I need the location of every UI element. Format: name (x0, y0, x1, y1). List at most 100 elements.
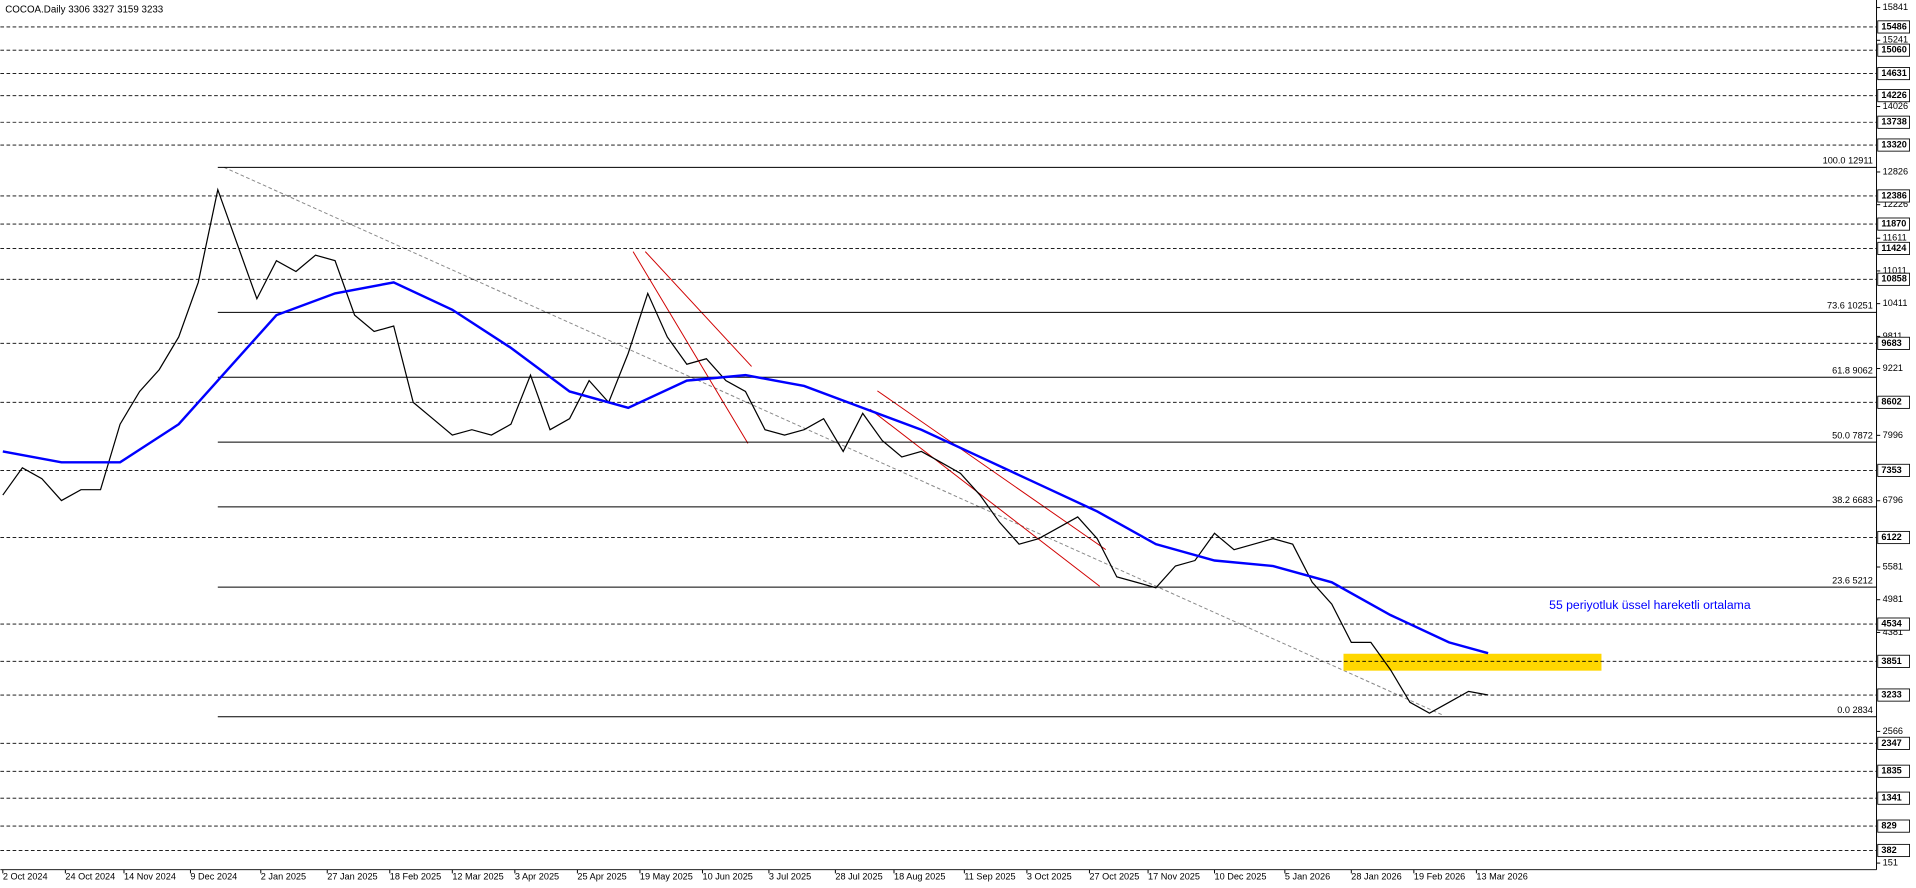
fib-label: 73.6 10251 (1827, 301, 1873, 311)
x-tick-label: 11 Sep 2025 (964, 871, 1015, 881)
y-tick-label: 15841 (1883, 2, 1908, 12)
level-label: 13320 (1881, 139, 1906, 149)
y-tick-label: 15241 (1883, 35, 1908, 45)
level-label: 4534 (1881, 619, 1902, 629)
x-tick-label: 28 Jul 2025 (835, 871, 882, 881)
x-tick-label: 2 Oct 2024 (3, 871, 48, 881)
level-label: 8602 (1881, 397, 1901, 407)
price-zone (1343, 653, 1602, 671)
level-label-box (1877, 791, 1910, 805)
level-label-box (1877, 20, 1910, 34)
fib-label: 38.2 6683 (1832, 495, 1873, 505)
level-label: 6122 (1881, 532, 1901, 542)
x-tick-label: 19 May 2025 (640, 871, 693, 881)
level-label-box (1877, 654, 1910, 668)
level-label-box (1877, 43, 1910, 57)
level-label-box (1877, 395, 1910, 409)
fib-label: 61.8 9062 (1832, 366, 1873, 376)
level-label-box (1877, 115, 1910, 129)
x-tick-label: 25 Apr 2025 (577, 871, 626, 881)
x-tick-label: 3 Oct 2025 (1027, 871, 1072, 881)
price-line (2, 187, 1489, 714)
y-tick-label: 7996 (1883, 430, 1903, 440)
level-label-box (1877, 138, 1910, 152)
level-label: 12386 (1881, 190, 1906, 200)
level-label: 11424 (1881, 243, 1907, 253)
level-label: 2347 (1881, 738, 1901, 748)
level-label: 13738 (1881, 117, 1906, 127)
y-tick-label: 2566 (1883, 726, 1903, 736)
channel-line (644, 251, 752, 367)
y-tick-label: 10411 (1883, 298, 1908, 308)
level-label-box (1877, 241, 1910, 255)
level-label: 14226 (1881, 90, 1906, 100)
level-label: 11870 (1881, 219, 1906, 229)
y-tick-label: 4981 (1883, 594, 1903, 604)
channel-line (869, 408, 1100, 587)
level-label-box (1877, 688, 1910, 702)
annotation: 55 periyotluk üssel hareketli ortalama (1549, 598, 1751, 612)
y-tick-label: 9811 (1883, 331, 1903, 341)
x-tick-label: 10 Jun 2025 (702, 871, 752, 881)
level-label-box (1877, 272, 1910, 286)
level-label-box (1877, 736, 1910, 750)
level-label: 14631 (1881, 68, 1906, 78)
level-label: 1835 (1881, 766, 1901, 776)
level-label-box (1877, 843, 1910, 858)
level-label: 3851 (1881, 656, 1901, 666)
channel-line (632, 251, 749, 444)
x-tick-label: 27 Jan 2025 (327, 871, 377, 881)
y-tick-label: 12226 (1883, 199, 1908, 209)
y-tick-label: 5581 (1883, 561, 1903, 571)
y-tick-label: 11611 (1883, 233, 1907, 243)
level-label: 9683 (1881, 338, 1901, 348)
x-tick-label: 2 Jan 2025 (261, 871, 306, 881)
level-label: 10858 (1881, 274, 1906, 284)
x-tick-label: 17 Nov 2025 (1148, 871, 1200, 881)
fib-label: 0.0 2834 (1837, 705, 1873, 715)
x-tick-label: 28 Jan 2026 (1351, 871, 1401, 881)
x-tick-label: 3 Jul 2025 (769, 871, 811, 881)
level-label-box (1877, 764, 1910, 778)
level-label: 829 (1881, 821, 1896, 831)
level-label-box (1877, 217, 1910, 231)
x-tick-label: 14 Nov 2024 (124, 871, 176, 881)
level-label: 382 (1881, 845, 1896, 855)
x-tick-label: 27 Oct 2025 (1089, 871, 1139, 881)
x-tick-label: 3 Apr 2025 (515, 871, 559, 881)
x-tick-label: 9 Dec 2024 (190, 871, 237, 881)
x-tick-label: 5 Jan 2026 (1285, 871, 1330, 881)
fib-label: 100.0 12911 (1823, 156, 1873, 166)
fib-label: 50.0 7872 (1832, 430, 1873, 440)
y-tick-label: 14026 (1883, 101, 1908, 111)
x-tick-label: 24 Oct 2024 (65, 871, 115, 881)
y-tick-label: 9221 (1883, 363, 1903, 373)
x-tick-label: 13 Mar 2026 (1476, 871, 1527, 881)
level-label-box (1877, 336, 1910, 350)
x-tick-label: 19 Feb 2026 (1414, 871, 1465, 881)
trend-line (223, 166, 1442, 715)
y-tick-label: 6796 (1883, 495, 1903, 505)
level-label-box (1877, 617, 1910, 631)
level-label: 3233 (1881, 689, 1901, 699)
fib-label: 23.6 5212 (1832, 575, 1873, 585)
level-label: 7353 (1881, 465, 1901, 475)
level-label-box (1877, 819, 1910, 833)
level-label: 1341 (1881, 793, 1901, 803)
level-label: 15060 (1881, 45, 1906, 55)
y-tick-label: 12826 (1883, 166, 1908, 176)
level-label-box (1877, 189, 1910, 203)
chart-title: COCOA.Daily 3306 3327 3159 3233 (5, 4, 163, 15)
y-tick-label: 4381 (1883, 627, 1903, 637)
ema-line (2, 281, 1489, 655)
level-label-box (1877, 89, 1910, 103)
x-tick-label: 12 Mar 2025 (452, 871, 503, 881)
x-tick-label: 18 Aug 2025 (894, 871, 945, 881)
level-label-box (1877, 67, 1910, 81)
level-label-box (1877, 463, 1910, 477)
x-tick-label: 10 Dec 2025 (1215, 871, 1267, 881)
level-label-box (1877, 530, 1910, 545)
